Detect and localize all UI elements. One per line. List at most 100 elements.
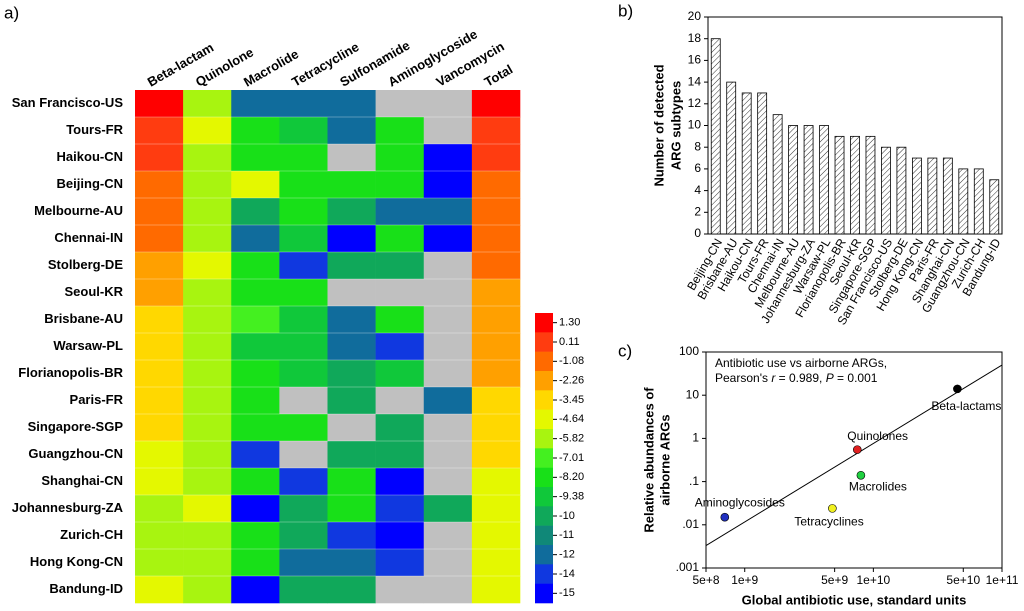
missing-cell <box>423 333 473 361</box>
heat-cell <box>471 576 521 604</box>
heat-cell <box>183 441 232 469</box>
heat-cell <box>231 441 280 469</box>
heat-cell <box>231 468 280 496</box>
heat-cell <box>375 225 425 253</box>
heat-cell <box>279 198 328 226</box>
heat-cell <box>135 252 184 280</box>
point <box>852 445 862 454</box>
heat-cell <box>327 117 376 145</box>
heat-cell <box>183 522 232 550</box>
heat-cell <box>375 333 425 361</box>
heat-cell <box>327 198 376 226</box>
x-tick-label: 5e+10 <box>946 573 980 587</box>
missing-cell <box>423 306 473 334</box>
heat-cell <box>231 90 280 118</box>
colorbar-label: -4.64 <box>559 413 584 425</box>
colorbar-band <box>535 313 553 333</box>
missing-cell <box>327 414 376 442</box>
colorbar-band <box>535 583 553 604</box>
heat-cell <box>135 117 184 145</box>
row-label: Tours-FR <box>66 122 123 137</box>
bar <box>741 92 752 235</box>
heat-cell <box>135 279 184 307</box>
colorbar-band <box>535 545 553 565</box>
colorbar-label: -11 <box>559 529 574 541</box>
missing-cell <box>375 279 425 307</box>
heat-cell <box>183 225 232 253</box>
annotation-part: = 0.001 <box>834 371 878 385</box>
heat-cell <box>327 549 376 577</box>
x-tick-label: 5e+9 <box>821 573 848 587</box>
y-tick-label: 0 <box>694 226 701 240</box>
heat-cell <box>183 279 232 307</box>
heat-cell <box>327 387 376 415</box>
heat-cell <box>279 90 328 118</box>
point-label: Quinolones <box>847 429 908 443</box>
heat-cell <box>183 549 232 577</box>
heat-cell <box>183 306 232 334</box>
heat-cell <box>327 360 376 388</box>
bar <box>834 135 845 235</box>
heat-cell <box>327 225 376 253</box>
missing-cell <box>375 387 425 415</box>
colorbar-label: -12 <box>559 549 575 561</box>
heat-cell <box>279 333 328 361</box>
row-label: Seoul-KR <box>65 284 124 299</box>
missing-cell <box>423 549 473 577</box>
heat-cell <box>471 549 521 577</box>
missing-cell <box>423 468 473 496</box>
bar <box>989 179 1000 235</box>
heat-cell <box>471 441 521 469</box>
y-tick-label: .01 <box>682 517 699 531</box>
heat-cell <box>135 522 184 550</box>
heat-cell <box>327 468 376 496</box>
heat-cell <box>375 441 425 469</box>
colorbar-band <box>535 351 553 372</box>
x-tick-label: 1e+9 <box>731 573 758 587</box>
heat-cell <box>375 171 425 199</box>
heat-cell <box>231 198 280 226</box>
heat-cell <box>279 252 328 280</box>
heat-cell <box>135 414 184 442</box>
heat-cell <box>279 495 328 523</box>
heat-cell <box>327 333 376 361</box>
missing-cell <box>423 117 473 145</box>
point-label: Aminoglycosides <box>695 495 785 509</box>
colorbar-label: -3.45 <box>559 394 584 406</box>
heat-cell <box>279 576 328 604</box>
heat-cell <box>471 387 521 415</box>
heat-cell <box>135 90 184 118</box>
missing-cell <box>327 279 376 307</box>
colorbar-band <box>535 332 553 352</box>
bar <box>803 125 814 235</box>
colorbar-band <box>535 525 553 546</box>
heat-cell <box>231 333 280 361</box>
colorbar-band <box>535 409 553 430</box>
row-label: Warsaw-PL <box>53 338 123 353</box>
missing-cell <box>423 279 473 307</box>
heat-cell <box>135 198 184 226</box>
heat-cell <box>375 117 425 145</box>
heat-cell <box>279 306 328 334</box>
heat-cell <box>327 252 376 280</box>
bar <box>896 146 907 235</box>
heat-cell <box>471 144 521 172</box>
heat-cell <box>135 495 184 523</box>
heat-cell <box>279 468 328 496</box>
colorbar-label: 1.30 <box>559 317 580 329</box>
heat-cell <box>135 333 184 361</box>
heat-cell <box>231 414 280 442</box>
heat-cell <box>183 333 232 361</box>
row-label: Haikou-CN <box>57 149 123 164</box>
heat-cell <box>183 387 232 415</box>
x-tick-label: 1e+10 <box>857 573 891 587</box>
bar <box>911 157 922 235</box>
heat-cell <box>231 144 280 172</box>
missing-cell <box>327 144 376 172</box>
row-label: Guangzhou-CN <box>28 446 123 461</box>
heat-cell <box>471 468 521 496</box>
row-label: Zurich-CH <box>60 527 123 542</box>
heat-cell <box>135 441 184 469</box>
missing-cell <box>423 576 473 604</box>
heat-cell <box>375 495 425 523</box>
